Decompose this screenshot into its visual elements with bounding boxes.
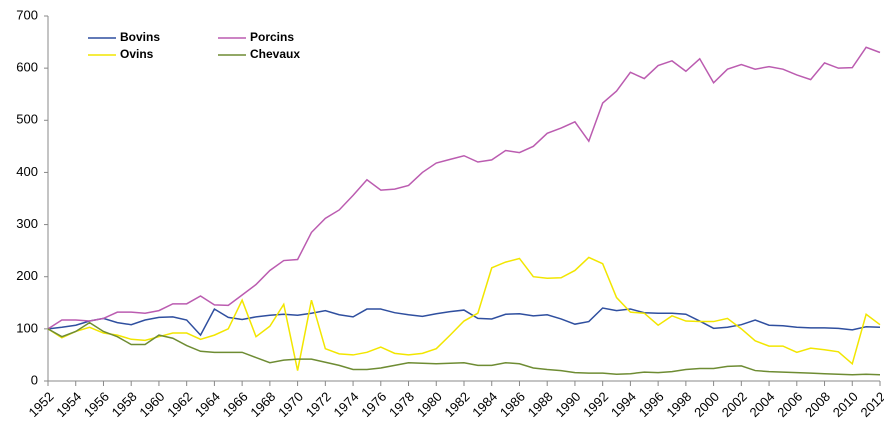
series-line xyxy=(47,46,881,330)
x-tick-label: 1992 xyxy=(580,389,611,420)
legend-label: Bovins xyxy=(120,30,160,44)
x-tick-label: 1978 xyxy=(386,389,417,420)
x-tick-label: 2010 xyxy=(830,389,861,420)
x-tick-label: 1976 xyxy=(358,389,389,420)
x-tick-label: 1972 xyxy=(303,389,334,420)
x-tick-label: 2000 xyxy=(691,389,722,420)
y-tick-label: 700 xyxy=(16,7,38,22)
y-tick-label: 300 xyxy=(16,216,38,231)
legend-label: Ovins xyxy=(120,47,154,61)
series-line xyxy=(47,256,881,371)
y-tick-label: 500 xyxy=(16,112,38,127)
x-tick-label: 1990 xyxy=(552,389,583,420)
x-tick-label: 1960 xyxy=(136,389,167,420)
x-tick-label: 1998 xyxy=(663,389,694,420)
x-tick-label: 1968 xyxy=(247,389,278,420)
y-tick-label: 100 xyxy=(16,320,38,335)
x-tick-label: 2006 xyxy=(774,389,805,420)
x-tick-label: 1958 xyxy=(109,389,140,420)
y-tick-label: 0 xyxy=(31,372,38,387)
x-tick-label: 1952 xyxy=(25,389,56,420)
series-line xyxy=(47,321,881,376)
series-line xyxy=(47,307,881,337)
x-tick-label: 2012 xyxy=(857,389,884,420)
x-tick-label: 2008 xyxy=(802,389,833,420)
legend-label: Chevaux xyxy=(250,47,300,61)
y-tick-label: 400 xyxy=(16,164,38,179)
x-tick-label: 1970 xyxy=(275,389,306,420)
x-tick-label: 1974 xyxy=(331,389,362,420)
x-tick-label: 1962 xyxy=(164,389,195,420)
x-tick-label: 1988 xyxy=(525,389,556,420)
x-tick-label: 1964 xyxy=(192,389,223,420)
x-tick-label: 1980 xyxy=(414,389,445,420)
x-tick-label: 2002 xyxy=(719,389,750,420)
x-tick-label: 1984 xyxy=(469,389,500,420)
x-tick-label: 1966 xyxy=(220,389,251,420)
x-tick-label: 1956 xyxy=(81,389,112,420)
x-tick-label: 1982 xyxy=(441,389,472,420)
x-tick-label: 1954 xyxy=(53,389,84,420)
y-tick-label: 200 xyxy=(16,268,38,283)
x-tick-label: 1996 xyxy=(636,389,667,420)
x-tick-label: 1994 xyxy=(608,389,639,420)
y-tick-label: 600 xyxy=(16,60,38,75)
legend-label: Porcins xyxy=(250,30,294,44)
x-tick-label: 2004 xyxy=(747,389,778,420)
x-tick-label: 1986 xyxy=(497,389,528,420)
